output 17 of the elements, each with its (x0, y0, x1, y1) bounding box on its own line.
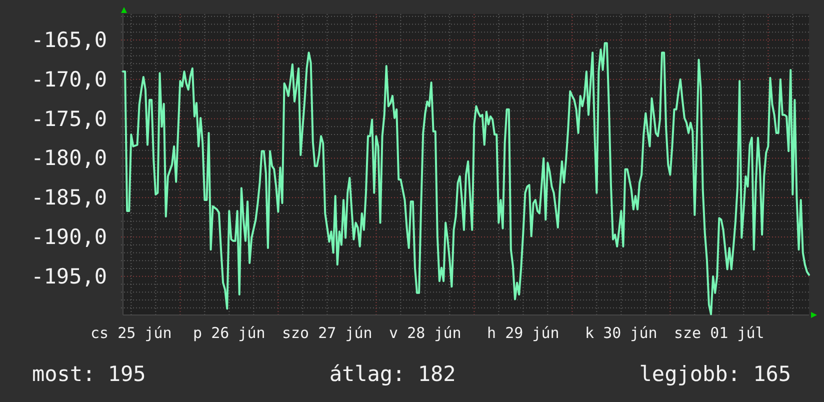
x-tick-label: szo 27 jún (282, 324, 372, 342)
x-tick-label: p 26 jún (193, 324, 266, 342)
y-tick-label: -190,0 (31, 224, 107, 249)
text: átlag: 182 (329, 362, 456, 386)
y-tick-label: -175,0 (31, 106, 107, 131)
y-tick-label: -195,0 (31, 264, 107, 288)
x-tick-label: cs 25 jún (90, 324, 172, 342)
y-tick-label: -185,0 (31, 186, 107, 210)
text: most: 195 (32, 362, 146, 386)
x-tick-label: k 30 jún (585, 324, 658, 342)
y-tick-label: -165,0 (31, 28, 107, 52)
y-tick-label: -180,0 (31, 146, 107, 170)
text: legjobb: 165 (639, 362, 792, 386)
x-tick-label: h 29 jún (487, 324, 560, 342)
y-tick-label: -170,0 (31, 67, 107, 92)
x-tick-label: sze 01 júl (674, 324, 764, 342)
x-tick-label: v 28 jún (389, 324, 462, 342)
